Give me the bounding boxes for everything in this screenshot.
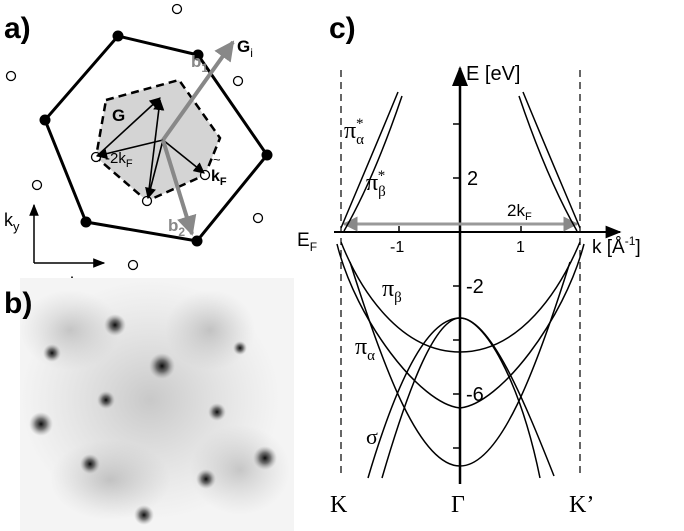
energy-axis-label: E [eV] (466, 63, 520, 85)
k-axes (29, 203, 106, 268)
outer-hexagon-vertices (39, 30, 273, 247)
pi-beta-band (340, 241, 581, 353)
reciprocal-vectors (161, 40, 235, 236)
energy-ticks (453, 123, 460, 449)
panel-b-label: b) (4, 287, 32, 320)
b1-label: b1 (191, 52, 208, 75)
panel-b: b) (4, 278, 294, 531)
k-prime-point-label: K’ (569, 492, 594, 518)
kf-tilde-label: kF (211, 168, 227, 188)
g-label: G (112, 106, 125, 125)
pi-alpha-star-label: πα* (344, 116, 364, 148)
gi-label: Gi (237, 37, 253, 60)
momentum-axis-label: k [Å-1] (592, 234, 641, 258)
y-tick-2: 2 (467, 168, 478, 190)
x-tick-1: 1 (516, 239, 525, 256)
x-tick-minus-1: -1 (390, 239, 404, 256)
y-tick-minus-2: -2 (466, 276, 484, 298)
band-curves (336, 91, 585, 479)
panel-a-label: a) (4, 12, 31, 45)
pi-alpha-label: πα (355, 334, 375, 364)
minus-2kf-label: -2kF (105, 150, 133, 170)
ky-label: ky (4, 210, 20, 234)
fermi-energy-label: EF (297, 230, 317, 254)
pi-beta-star-band-left (343, 95, 403, 232)
kf-tilde-mark: ~ (213, 152, 221, 167)
diffraction-haze (20, 280, 290, 520)
pi-alpha-star-band-right (522, 91, 581, 229)
k-point-label: K (330, 492, 348, 518)
panel-c: c) 2 -2 -6 -1 1 E [eV] k [Å (297, 12, 641, 518)
pi-alpha-band (336, 243, 585, 409)
sigma-label: σ (366, 424, 378, 449)
lower-band (349, 261, 571, 467)
pi-beta-star-band-right (518, 95, 578, 232)
panel-c-label: c) (329, 12, 356, 45)
pi-beta-star-label: πβ* (366, 168, 386, 200)
vector-arrows (95, 97, 205, 200)
panel-a: a) G (4, 3, 273, 298)
sigma-band-right (381, 317, 541, 479)
pi-beta-label: πβ (382, 276, 402, 306)
diffraction-spots (29, 314, 277, 525)
pi-alpha-star-band-left (340, 91, 399, 229)
k-point-lines (340, 70, 581, 478)
two-kf-label: 2kF (507, 201, 532, 223)
b2-label: b2 (168, 216, 185, 239)
gamma-point-label: Γ (451, 492, 465, 518)
